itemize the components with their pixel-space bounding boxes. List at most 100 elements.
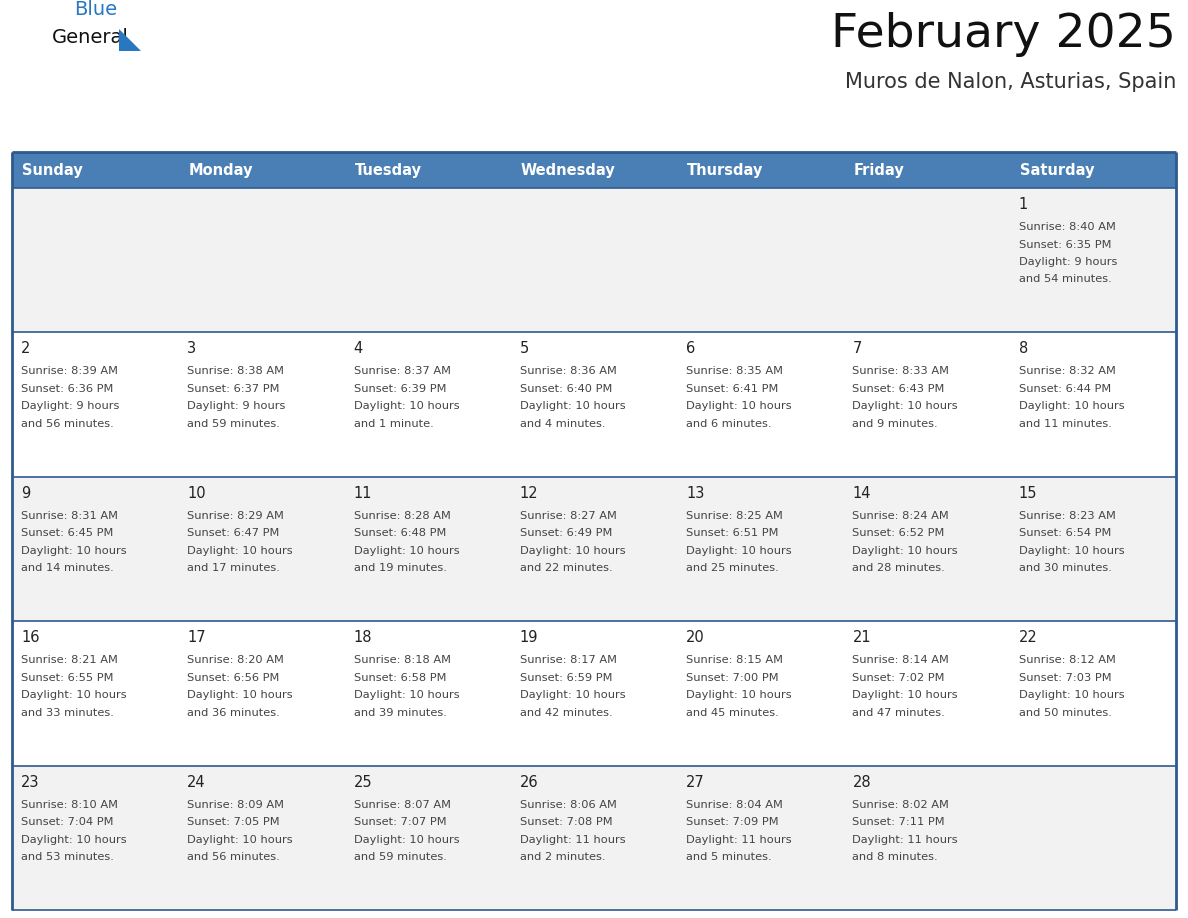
Text: Sunset: 6:58 PM: Sunset: 6:58 PM	[354, 673, 446, 683]
Text: Sunrise: 8:23 AM: Sunrise: 8:23 AM	[1019, 510, 1116, 521]
Text: 17: 17	[188, 630, 206, 645]
Text: Sunrise: 8:33 AM: Sunrise: 8:33 AM	[853, 366, 949, 376]
Text: Sunrise: 8:37 AM: Sunrise: 8:37 AM	[354, 366, 450, 376]
Text: and 30 minutes.: and 30 minutes.	[1019, 564, 1112, 574]
Text: 27: 27	[687, 775, 704, 789]
Text: Daylight: 10 hours: Daylight: 10 hours	[687, 401, 791, 411]
Text: Tuesday: Tuesday	[354, 162, 422, 177]
Bar	[12, 476, 1176, 621]
Text: Daylight: 11 hours: Daylight: 11 hours	[853, 834, 958, 845]
Text: Sunrise: 8:14 AM: Sunrise: 8:14 AM	[853, 655, 949, 666]
Text: Sunset: 7:05 PM: Sunset: 7:05 PM	[188, 817, 280, 827]
Text: Sunset: 6:35 PM: Sunset: 6:35 PM	[1019, 240, 1111, 250]
Text: 1: 1	[1019, 197, 1028, 212]
Text: Thursday: Thursday	[687, 162, 764, 177]
Text: Sunset: 6:44 PM: Sunset: 6:44 PM	[1019, 384, 1111, 394]
Text: Daylight: 10 hours: Daylight: 10 hours	[853, 401, 958, 411]
Text: and 14 minutes.: and 14 minutes.	[21, 564, 114, 574]
Text: Sunset: 6:41 PM: Sunset: 6:41 PM	[687, 384, 778, 394]
Text: and 11 minutes.: and 11 minutes.	[1019, 419, 1112, 429]
Text: 5: 5	[520, 341, 529, 356]
Text: 25: 25	[354, 775, 372, 789]
Text: Sunset: 6:37 PM: Sunset: 6:37 PM	[188, 384, 280, 394]
Text: Daylight: 10 hours: Daylight: 10 hours	[188, 546, 293, 555]
Text: Sunrise: 8:32 AM: Sunrise: 8:32 AM	[1019, 366, 1116, 376]
Text: 21: 21	[853, 630, 871, 645]
Text: 14: 14	[853, 486, 871, 501]
Text: Sunset: 7:11 PM: Sunset: 7:11 PM	[853, 817, 944, 827]
Text: and 2 minutes.: and 2 minutes.	[520, 852, 606, 862]
Text: Sunset: 6:55 PM: Sunset: 6:55 PM	[21, 673, 114, 683]
Text: Daylight: 9 hours: Daylight: 9 hours	[1019, 257, 1117, 267]
Text: 3: 3	[188, 341, 196, 356]
Text: Sunset: 7:03 PM: Sunset: 7:03 PM	[1019, 673, 1111, 683]
Text: Sunrise: 8:04 AM: Sunrise: 8:04 AM	[687, 800, 783, 810]
Text: and 22 minutes.: and 22 minutes.	[520, 564, 613, 574]
Text: 9: 9	[21, 486, 30, 501]
Text: Daylight: 10 hours: Daylight: 10 hours	[520, 546, 626, 555]
Text: Daylight: 10 hours: Daylight: 10 hours	[21, 690, 127, 700]
Text: Sunrise: 8:25 AM: Sunrise: 8:25 AM	[687, 510, 783, 521]
Polygon shape	[119, 29, 141, 51]
Text: and 5 minutes.: and 5 minutes.	[687, 852, 772, 862]
Text: 22: 22	[1019, 630, 1037, 645]
Text: and 4 minutes.: and 4 minutes.	[520, 419, 606, 429]
Text: Blue: Blue	[74, 0, 118, 19]
Text: Sunrise: 8:15 AM: Sunrise: 8:15 AM	[687, 655, 783, 666]
Text: Sunset: 6:40 PM: Sunset: 6:40 PM	[520, 384, 612, 394]
Text: Sunset: 6:48 PM: Sunset: 6:48 PM	[354, 528, 446, 538]
Bar	[12, 152, 1176, 188]
Text: Sunrise: 8:29 AM: Sunrise: 8:29 AM	[188, 510, 284, 521]
Text: 15: 15	[1019, 486, 1037, 501]
Text: Sunset: 6:54 PM: Sunset: 6:54 PM	[1019, 528, 1111, 538]
Text: Sunrise: 8:10 AM: Sunrise: 8:10 AM	[21, 800, 118, 810]
Text: and 56 minutes.: and 56 minutes.	[188, 852, 280, 862]
Text: and 6 minutes.: and 6 minutes.	[687, 419, 772, 429]
Text: February 2025: February 2025	[832, 12, 1176, 57]
Text: Sunset: 6:47 PM: Sunset: 6:47 PM	[188, 528, 279, 538]
Text: 2: 2	[21, 341, 31, 356]
Text: Wednesday: Wednesday	[520, 162, 615, 177]
Text: 26: 26	[520, 775, 538, 789]
Text: Daylight: 10 hours: Daylight: 10 hours	[687, 690, 791, 700]
Text: and 54 minutes.: and 54 minutes.	[1019, 274, 1112, 285]
Text: and 56 minutes.: and 56 minutes.	[21, 419, 114, 429]
Text: and 50 minutes.: and 50 minutes.	[1019, 708, 1112, 718]
Text: Sunset: 7:04 PM: Sunset: 7:04 PM	[21, 817, 114, 827]
Text: Daylight: 10 hours: Daylight: 10 hours	[188, 690, 293, 700]
Text: Sunset: 6:45 PM: Sunset: 6:45 PM	[21, 528, 113, 538]
Text: and 39 minutes.: and 39 minutes.	[354, 708, 447, 718]
Text: Daylight: 10 hours: Daylight: 10 hours	[354, 546, 460, 555]
Text: 6: 6	[687, 341, 695, 356]
Text: Daylight: 10 hours: Daylight: 10 hours	[354, 834, 460, 845]
Text: Sunset: 7:00 PM: Sunset: 7:00 PM	[687, 673, 779, 683]
Text: Daylight: 11 hours: Daylight: 11 hours	[687, 834, 791, 845]
Text: Sunset: 7:02 PM: Sunset: 7:02 PM	[853, 673, 944, 683]
Text: Sunrise: 8:35 AM: Sunrise: 8:35 AM	[687, 366, 783, 376]
Text: Daylight: 10 hours: Daylight: 10 hours	[354, 690, 460, 700]
Text: and 33 minutes.: and 33 minutes.	[21, 708, 114, 718]
Text: Daylight: 11 hours: Daylight: 11 hours	[520, 834, 626, 845]
Text: Sunrise: 8:20 AM: Sunrise: 8:20 AM	[188, 655, 284, 666]
Text: Daylight: 10 hours: Daylight: 10 hours	[21, 546, 127, 555]
Text: General: General	[52, 28, 128, 47]
Text: Sunset: 6:43 PM: Sunset: 6:43 PM	[853, 384, 944, 394]
Bar	[12, 332, 1176, 476]
Text: Sunset: 6:36 PM: Sunset: 6:36 PM	[21, 384, 113, 394]
Text: and 28 minutes.: and 28 minutes.	[853, 564, 946, 574]
Text: Saturday: Saturday	[1019, 162, 1094, 177]
Text: and 19 minutes.: and 19 minutes.	[354, 564, 447, 574]
Text: Sunset: 6:49 PM: Sunset: 6:49 PM	[520, 528, 612, 538]
Bar	[12, 766, 1176, 910]
Text: Sunday: Sunday	[23, 162, 83, 177]
Text: 18: 18	[354, 630, 372, 645]
Text: 4: 4	[354, 341, 362, 356]
Text: Sunset: 7:09 PM: Sunset: 7:09 PM	[687, 817, 779, 827]
Text: Sunrise: 8:38 AM: Sunrise: 8:38 AM	[188, 366, 284, 376]
Text: Daylight: 10 hours: Daylight: 10 hours	[687, 546, 791, 555]
Text: 8: 8	[1019, 341, 1028, 356]
Text: Sunset: 6:51 PM: Sunset: 6:51 PM	[687, 528, 778, 538]
Text: 12: 12	[520, 486, 538, 501]
Text: Sunrise: 8:09 AM: Sunrise: 8:09 AM	[188, 800, 284, 810]
Text: Daylight: 10 hours: Daylight: 10 hours	[354, 401, 460, 411]
